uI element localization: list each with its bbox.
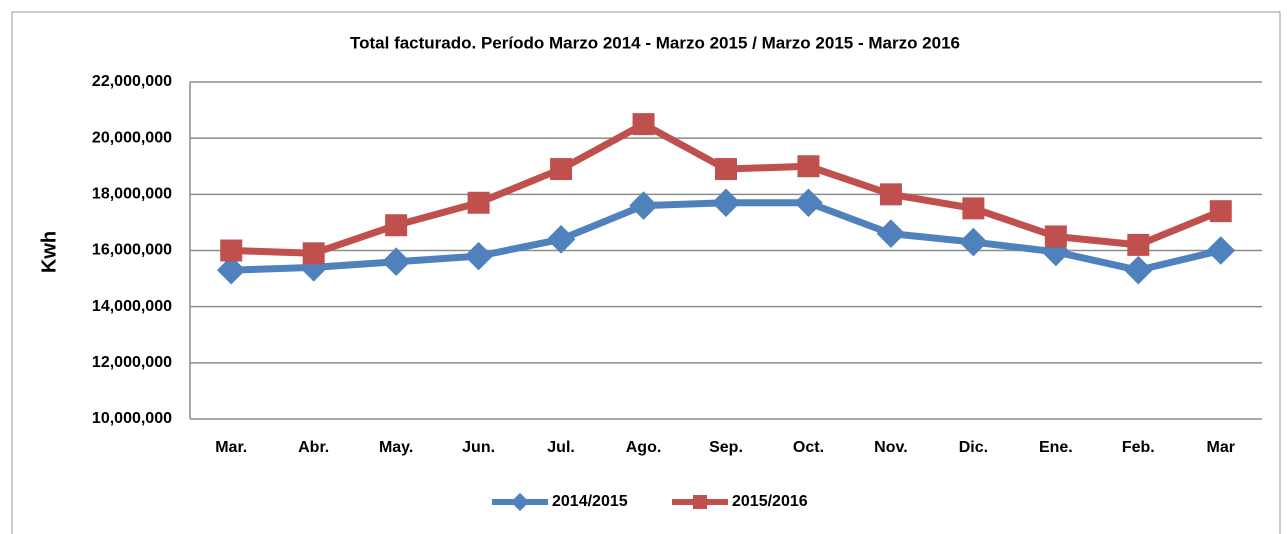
x-tick-label: Sep. [709, 439, 743, 456]
legend-label: 2015/2016 [732, 493, 808, 510]
x-tick-label: Jul. [547, 439, 575, 456]
marker [962, 197, 985, 220]
marker [1124, 255, 1153, 285]
marker [1127, 233, 1150, 256]
x-tick-label: Jun. [462, 439, 495, 456]
y-tick-label: 14,000,000 [92, 298, 172, 315]
x-tick-label: Feb. [1122, 439, 1155, 456]
y-tick-label: 12,000,000 [92, 354, 172, 371]
x-tick-label: Abr. [298, 439, 329, 456]
marker [715, 158, 737, 181]
marker [467, 191, 490, 214]
marker [464, 241, 493, 271]
chart-title: Total facturado. Período Marzo 2014 - Ma… [350, 33, 960, 52]
marker [546, 224, 576, 254]
y-tick-label: 16,000,000 [92, 242, 172, 259]
marker [550, 158, 573, 181]
x-tick-label: Mar. [215, 439, 247, 456]
y-tick-label: 22,000,000 [92, 73, 172, 90]
x-tick-label: Dic. [959, 439, 988, 456]
x-tick-label: Ene. [1039, 439, 1073, 456]
y-tick-label: 20,000,000 [92, 129, 172, 146]
legend-marker [510, 492, 530, 512]
x-tick-label: May. [379, 439, 413, 456]
x-tick-label: Oct. [793, 439, 824, 456]
x-tick-label: Ago. [626, 439, 662, 456]
marker [876, 219, 906, 248]
x-tick-label: Mar [1207, 439, 1235, 456]
marker [1044, 225, 1067, 248]
marker [794, 188, 823, 218]
marker [220, 239, 243, 262]
marker [216, 255, 246, 285]
marker [797, 155, 820, 178]
marker [629, 191, 658, 220]
y-tick-label: 10,000,000 [92, 410, 172, 427]
marker [711, 188, 741, 218]
marker [1209, 200, 1232, 223]
legend-label: 2014/2015 [552, 493, 628, 510]
chart-frame [11, 11, 1281, 534]
marker [959, 227, 988, 257]
marker [385, 214, 408, 237]
y-tick-label: 18,000,000 [92, 186, 172, 203]
marker [302, 242, 325, 265]
marker [632, 113, 655, 136]
x-tick-label: Nov. [874, 439, 907, 456]
marker [381, 247, 411, 277]
marker [879, 183, 902, 206]
legend-marker [693, 495, 707, 509]
y-axis-label: Kwh [38, 231, 60, 273]
marker [1206, 236, 1236, 265]
